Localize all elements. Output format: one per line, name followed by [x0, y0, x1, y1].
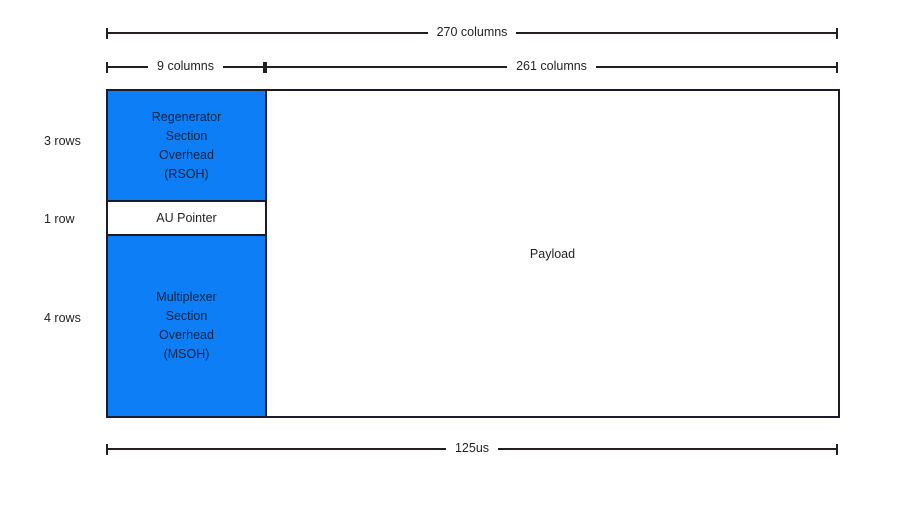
dimension-261-columns: 261 columns — [265, 58, 838, 73]
dimension-rule — [108, 32, 428, 34]
msoh-line-3: Overhead — [159, 328, 214, 342]
dimension-rule — [267, 66, 508, 68]
dimension-9-columns: 9 columns — [106, 58, 266, 73]
msoh-line-1: Multiplexer — [156, 290, 217, 304]
rsoh-line-2: Section — [165, 128, 208, 143]
dimension-tick-left — [106, 61, 108, 73]
dimension-270-columns: 270 columns — [106, 24, 838, 39]
rsoh-line-4: (RSOH) — [164, 166, 209, 181]
dimension-tick-right — [836, 27, 838, 39]
dimension-rule — [516, 32, 836, 34]
rsoh-line-3: Overhead — [159, 147, 214, 162]
row-label-4-rows: 4 rows — [44, 311, 81, 325]
msoh-line-2: Section — [165, 309, 208, 323]
dimension-label-125us: 125us — [454, 440, 490, 455]
au-pointer-label: AU Pointer — [156, 211, 217, 225]
msoh-line-4: (MSOH) — [163, 347, 210, 361]
au-pointer-block: AU Pointer — [108, 202, 265, 236]
row-label-3-rows: 3 rows — [44, 134, 81, 148]
dimension-125us: 125us — [106, 440, 838, 455]
dimension-label-270-columns: 270 columns — [436, 24, 508, 39]
rsoh-block: Regenerator Section Overhead (RSOH) — [108, 91, 265, 202]
dimension-tick-right — [836, 443, 838, 455]
payload-label: Payload — [529, 246, 576, 261]
msoh-block: Multiplexer Section Overhead (MSOH) — [108, 236, 265, 416]
dimension-tick-left — [265, 61, 267, 73]
overhead-column: Regenerator Section Overhead (RSOH) AU P… — [108, 91, 267, 416]
row-label-1-row: 1 row — [44, 212, 75, 226]
dimension-rule — [108, 448, 446, 450]
stm1-frame: Regenerator Section Overhead (RSOH) AU P… — [106, 89, 840, 418]
dimension-rule — [498, 448, 836, 450]
dimension-rule — [108, 66, 149, 68]
dimension-label-261-columns: 261 columns — [516, 58, 587, 73]
dimension-label-9-columns: 9 columns — [157, 58, 214, 73]
payload-block: Payload — [267, 91, 838, 416]
dimension-tick-left — [106, 443, 108, 455]
dimension-tick-right — [836, 61, 838, 73]
rsoh-line-1: Regenerator — [151, 109, 222, 124]
dimension-rule — [223, 66, 264, 68]
dimension-tick-right — [263, 61, 266, 73]
dimension-rule — [595, 66, 836, 68]
dimension-tick-left — [106, 27, 108, 39]
